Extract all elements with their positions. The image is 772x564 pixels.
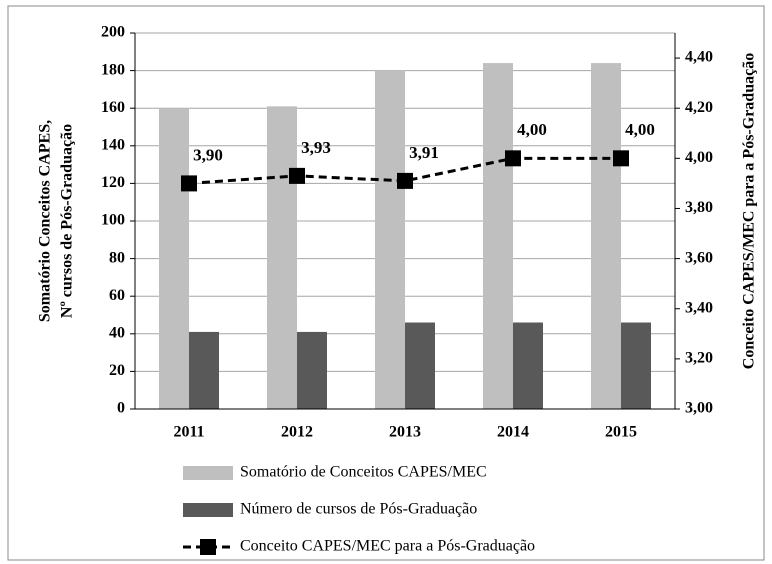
y2-tick-label: 3,00 — [685, 400, 713, 417]
data-label: 4,00 — [517, 120, 547, 139]
bar — [189, 331, 219, 409]
bar — [513, 322, 543, 409]
y-tick-label: 80 — [109, 249, 125, 266]
data-label: 3,90 — [193, 145, 223, 164]
y-tick-label: 40 — [109, 324, 125, 341]
y-tick-label: 120 — [101, 174, 125, 191]
data-label: 3,91 — [409, 143, 439, 162]
y-tick-label: 20 — [109, 362, 125, 379]
line — [188, 156, 621, 185]
y-axis-title: Somatório Conceitos CAPES, — [37, 120, 54, 322]
x-tick-label: 2014 — [497, 424, 529, 441]
y2-tick-label: 3,80 — [685, 199, 713, 216]
bar — [159, 108, 189, 409]
x-tick-label: 2013 — [389, 424, 421, 441]
frame — [7, 5, 765, 561]
bar — [405, 322, 435, 409]
marker — [289, 167, 305, 184]
marker — [613, 150, 629, 167]
y2-tick-label: 3,20 — [685, 350, 713, 367]
marker — [505, 150, 521, 167]
y-tick-label: 200 — [101, 24, 125, 41]
x-tick-label: 2015 — [605, 424, 637, 441]
y2-tick-label: 4,20 — [685, 99, 713, 116]
y2-axis-title: Conceito CAPES/MEC para a Pós-Graduação — [741, 53, 758, 369]
y2-tick-label: 3,60 — [685, 249, 713, 266]
y-tick-label: 180 — [101, 61, 125, 78]
y-tick-label: 140 — [101, 136, 125, 153]
bar — [375, 70, 405, 409]
bar — [483, 63, 513, 410]
data-label: 4,00 — [625, 120, 655, 139]
y2-tick-label: 3,40 — [685, 299, 713, 316]
marker — [181, 175, 197, 192]
x-tick-label: 2011 — [173, 424, 204, 441]
bar — [591, 63, 621, 410]
y2-tick-label: 4,00 — [685, 149, 713, 166]
data-label: 3,93 — [301, 138, 331, 157]
bar — [297, 331, 327, 409]
bar — [621, 322, 651, 409]
legend-label: Somatório de Conceitos CAPES/MEC — [240, 464, 487, 481]
legend-swatch — [200, 539, 216, 555]
legend-label: Conceito CAPES/MEC para a Pós-Graduação — [240, 538, 535, 555]
legend-swatch — [183, 466, 233, 480]
y-tick-label: 60 — [109, 287, 125, 304]
legend-swatch — [183, 503, 233, 517]
bar — [267, 106, 297, 409]
marker — [397, 172, 413, 189]
y-tick-label: 160 — [101, 99, 125, 116]
x-tick-label: 2012 — [281, 424, 313, 441]
y2-tick-label: 4,40 — [685, 49, 713, 66]
legend-label: Número de cursos de Pós-Graduação — [240, 501, 477, 518]
y-tick-label: 0 — [117, 400, 125, 417]
y-tick-label: 100 — [101, 212, 125, 229]
y-axis-title: Nº cursos de Pós-Graduação — [59, 124, 76, 318]
